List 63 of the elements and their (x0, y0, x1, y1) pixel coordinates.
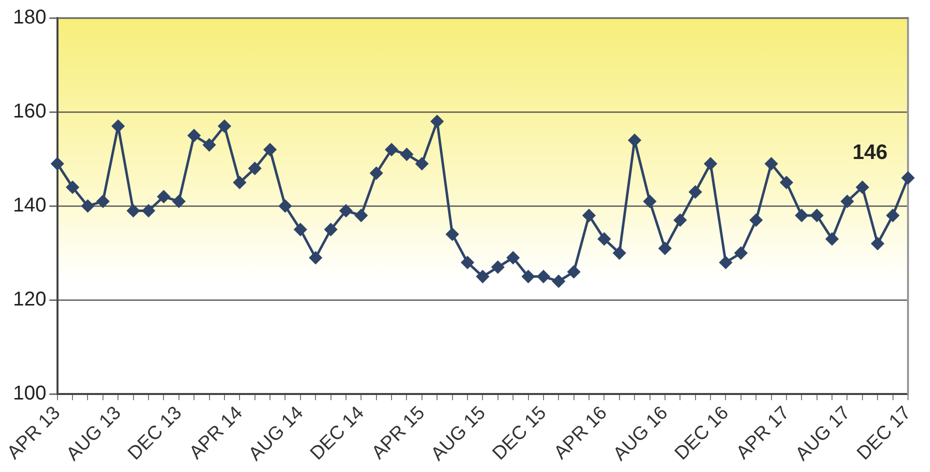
y-tick-label: 180 (12, 6, 46, 29)
point (233, 176, 246, 189)
point (506, 252, 520, 264)
point (112, 120, 124, 132)
point (840, 195, 854, 208)
point (750, 214, 762, 226)
point (886, 209, 900, 222)
point (795, 209, 808, 222)
point (294, 223, 307, 236)
point (826, 232, 838, 246)
point (157, 190, 170, 203)
point (370, 166, 383, 180)
point (765, 157, 778, 170)
point (400, 148, 413, 161)
y-tick-label: 120 (12, 288, 46, 311)
point (598, 232, 610, 246)
point (340, 204, 352, 217)
point (278, 200, 292, 212)
point (644, 195, 656, 208)
point (568, 266, 580, 278)
point (552, 275, 565, 288)
y-tick-label: 100 (12, 382, 46, 405)
point (734, 246, 748, 260)
point (719, 256, 732, 269)
point (810, 209, 824, 222)
point (871, 237, 884, 250)
point (82, 200, 94, 212)
point (416, 157, 428, 170)
point (264, 143, 276, 156)
point (674, 214, 686, 226)
point (582, 209, 596, 222)
point (172, 195, 186, 208)
point (537, 270, 550, 283)
point (628, 134, 641, 146)
point (96, 195, 110, 208)
point (704, 157, 717, 170)
point (780, 176, 793, 189)
y-tick-label: 140 (12, 194, 46, 217)
point (127, 204, 140, 217)
point (248, 162, 262, 175)
point (613, 246, 626, 260)
point (902, 172, 914, 184)
y-tick-label: 160 (12, 100, 46, 123)
annotation: 146 (852, 141, 888, 164)
point (51, 157, 64, 170)
point (385, 143, 398, 156)
point (446, 228, 459, 240)
point (324, 223, 338, 236)
point (658, 242, 672, 255)
point (476, 270, 489, 283)
point (66, 180, 79, 194)
point (354, 209, 368, 222)
point (203, 138, 216, 152)
point (522, 270, 535, 283)
point (142, 204, 155, 217)
point (461, 256, 474, 269)
point (689, 186, 702, 198)
point (218, 120, 231, 132)
point (492, 260, 504, 274)
point (430, 115, 444, 128)
point (856, 180, 869, 194)
point (309, 252, 322, 264)
point (188, 129, 200, 142)
